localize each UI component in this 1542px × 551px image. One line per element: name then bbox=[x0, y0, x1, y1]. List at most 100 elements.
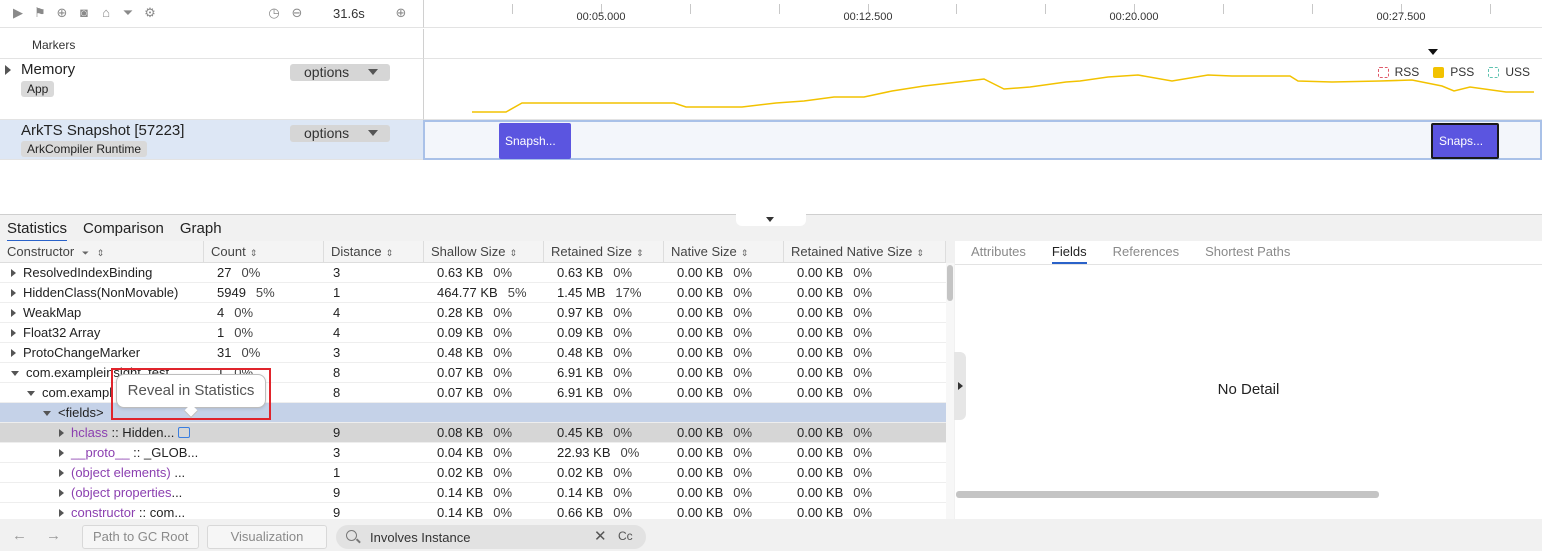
column-label: Distance bbox=[331, 244, 382, 259]
close-icon[interactable]: ✕ bbox=[594, 528, 607, 545]
expand-row-icon[interactable] bbox=[11, 289, 16, 297]
expand-row-icon[interactable] bbox=[59, 429, 64, 437]
table-row[interactable]: Float32 Array 1 0% 4 0.09 KB 0% 0.09 KB 0% 0.00 … bbox=[0, 323, 946, 343]
expand-row-icon[interactable] bbox=[59, 509, 64, 517]
expand-memory-icon[interactable] bbox=[5, 65, 11, 75]
tab-fields[interactable]: Fields bbox=[1051, 241, 1087, 264]
sort-icon[interactable]: ⇕ bbox=[509, 248, 517, 258]
zoom-out-icon[interactable]: ⊖ bbox=[291, 5, 303, 20]
expand-row-icon[interactable] bbox=[59, 449, 64, 457]
gear-icon[interactable]: ⚙ bbox=[144, 5, 156, 20]
native-value: 0.00 KB bbox=[677, 365, 724, 380]
filter-icon[interactable]: ⏷ bbox=[81, 248, 90, 258]
expand-row-icon[interactable] bbox=[59, 489, 64, 497]
memory-lane-label[interactable]: Memory App options bbox=[0, 59, 423, 120]
panel-resize-handle[interactable] bbox=[736, 214, 806, 226]
search-input[interactable] bbox=[370, 528, 590, 546]
column-constructor[interactable]: Constructor ⏷ ⇕ bbox=[0, 241, 204, 263]
zoom-in-icon[interactable]: ⊕ bbox=[395, 5, 407, 20]
snapshot-block-selected[interactable]: Snaps... bbox=[1431, 123, 1499, 159]
back-arrow-icon[interactable]: ← bbox=[12, 527, 27, 544]
retained-percent: 0% bbox=[613, 305, 633, 320]
table-row[interactable]: com.exampl 8 0.07 KB 0% 6.91 KB 0% 0.00 KB 0% 0.… bbox=[0, 383, 946, 403]
retained-value: 0.09 KB bbox=[557, 325, 604, 340]
collapse-row-icon[interactable] bbox=[43, 411, 51, 416]
ruler-tick-label: 00:20.000 bbox=[1109, 11, 1159, 23]
table-row[interactable]: constructor :: com... 9 0.14 KB 0% 0.66 KB 0%… bbox=[0, 503, 946, 519]
tab-comparison[interactable]: Comparison bbox=[83, 220, 164, 237]
forward-arrow-icon[interactable]: → bbox=[46, 527, 61, 544]
table-row[interactable]: ResolvedIndexBinding 27 0% 3 0.63 KB 0% 0.63 K… bbox=[0, 263, 946, 283]
shallow-value: 0.02 KB bbox=[437, 465, 484, 480]
memory-track[interactable]: RSS PSS USS bbox=[423, 59, 1542, 120]
column-count[interactable]: Count ⇕ bbox=[204, 241, 324, 263]
detail-scrollbar[interactable] bbox=[956, 491, 1379, 498]
legend-item-uss[interactable]: USS bbox=[1488, 65, 1530, 79]
visualization-button[interactable]: Visualization bbox=[207, 525, 327, 549]
shallow-cell: 0.09 KB 0% bbox=[437, 323, 552, 343]
home-icon[interactable]: ⌂ bbox=[102, 5, 110, 20]
column-retained-size[interactable]: Retained Size ⇕ bbox=[544, 241, 664, 263]
tab-statistics[interactable]: Statistics bbox=[7, 220, 68, 242]
sort-icon[interactable]: ⇕ bbox=[249, 248, 258, 258]
legend-item-pss[interactable]: PSS bbox=[1433, 65, 1474, 79]
snapshot-options-button[interactable]: options bbox=[290, 125, 390, 142]
sort-icon[interactable]: ⇕ bbox=[635, 248, 644, 258]
timer-icon[interactable]: ◷ bbox=[268, 5, 280, 20]
shallow-percent: 0% bbox=[493, 425, 513, 440]
detail-collapse-toggle[interactable] bbox=[954, 352, 966, 420]
chevron-down-icon bbox=[368, 69, 378, 75]
expand-row-icon[interactable] bbox=[59, 469, 64, 477]
match-case-toggle[interactable]: Cc bbox=[618, 529, 633, 543]
column-native-size[interactable]: Native Size ⇕ bbox=[664, 241, 784, 263]
column-retained-native-size[interactable]: Retained Native Size ⇕ bbox=[784, 241, 946, 263]
collapse-row-icon[interactable] bbox=[27, 391, 35, 396]
native-cell: 0.00 KB 0% bbox=[677, 283, 792, 303]
expand-row-icon[interactable] bbox=[11, 309, 16, 317]
sort-icon[interactable]: ⇕ bbox=[916, 248, 924, 258]
table-row[interactable]: HiddenClass(NonMovable) 5949 5% 1 464.77 KB 5… bbox=[0, 283, 946, 303]
pss-line-chart bbox=[472, 74, 1534, 113]
reveal-link-icon[interactable] bbox=[178, 427, 191, 438]
expand-row-icon[interactable] bbox=[11, 349, 16, 357]
legend-item-rss[interactable]: RSS bbox=[1377, 65, 1419, 79]
rnative-cell: 0.00 KB 0% bbox=[797, 263, 912, 283]
table-row[interactable]: ProtoChangeMarker 31 0% 3 0.48 KB 0% 0.48 KB 0%… bbox=[0, 343, 946, 363]
tab-shortest-paths[interactable]: Shortest Paths bbox=[1205, 244, 1291, 259]
column-distance[interactable]: Distance ⇕ bbox=[324, 241, 424, 263]
sort-icon[interactable]: ⇕ bbox=[385, 248, 394, 258]
snapshot-block[interactable]: Snapsh... bbox=[499, 123, 571, 159]
table-scrollbar[interactable] bbox=[946, 263, 954, 519]
table-row[interactable]: hclass :: Hidden... 9 0.08 KB 0% 0.45 KB 0% 0.… bbox=[0, 423, 946, 443]
expand-row-icon[interactable] bbox=[11, 269, 16, 277]
marker-indicator-icon[interactable] bbox=[1428, 49, 1438, 55]
add-circle-icon[interactable]: ⊕ bbox=[56, 5, 68, 20]
shallow-percent: 5% bbox=[507, 285, 527, 300]
snapshot-track[interactable]: Snapsh... Snaps... bbox=[423, 120, 1542, 160]
camera-icon[interactable]: ◙ bbox=[80, 5, 88, 20]
options-label: options bbox=[304, 125, 350, 141]
table-row[interactable]: __proto__ :: _GLOB... 3 0.04 KB 0% 22.93 KB 0… bbox=[0, 443, 946, 463]
sort-icon[interactable]: ⇕ bbox=[740, 248, 749, 258]
expand-row-icon[interactable] bbox=[11, 329, 16, 337]
time-ruler[interactable]: 00:05.000 00:12.500 00:20.000 00:27.500 bbox=[423, 0, 1542, 28]
filter-icon[interactable]: ⏷ bbox=[122, 5, 134, 20]
table-row[interactable]: (object properties... 9 0.14 KB 0% 0.14 KB 0%… bbox=[0, 483, 946, 503]
statistics-table: Constructor ⏷ ⇕ Count ⇕ Distance ⇕ Shallow… bbox=[0, 241, 946, 519]
tab-references[interactable]: References bbox=[1112, 244, 1180, 259]
path-to-gc-root-button[interactable]: Path to GC Root bbox=[82, 525, 200, 549]
memory-options-button[interactable]: options bbox=[290, 64, 390, 81]
markers-track[interactable] bbox=[423, 29, 1542, 59]
tab-graph[interactable]: Graph bbox=[179, 220, 222, 237]
collapse-row-icon[interactable] bbox=[11, 371, 19, 376]
flag-icon[interactable]: ⚑ bbox=[34, 5, 46, 20]
table-row[interactable]: (object elements) ... 1 0.02 KB 0% 0.02 KB 0%… bbox=[0, 463, 946, 483]
sort-icon[interactable]: ⇕ bbox=[96, 248, 105, 258]
snapshot-lane-label[interactable]: ArkTS Snapshot [57223] ArkCompiler Runti… bbox=[0, 120, 423, 160]
table-row[interactable]: WeakMap 4 0% 4 0.28 KB 0% 0.97 KB 0% 0.00 KB 0% 0.… bbox=[0, 303, 946, 323]
tab-attributes[interactable]: Attributes bbox=[971, 244, 1026, 259]
column-shallow-size[interactable]: Shallow Size ⇕ bbox=[424, 241, 544, 263]
play-icon[interactable]: ▶ bbox=[13, 5, 23, 20]
native-value: 0.00 KB bbox=[677, 425, 724, 440]
scrollbar-thumb[interactable] bbox=[947, 265, 953, 301]
